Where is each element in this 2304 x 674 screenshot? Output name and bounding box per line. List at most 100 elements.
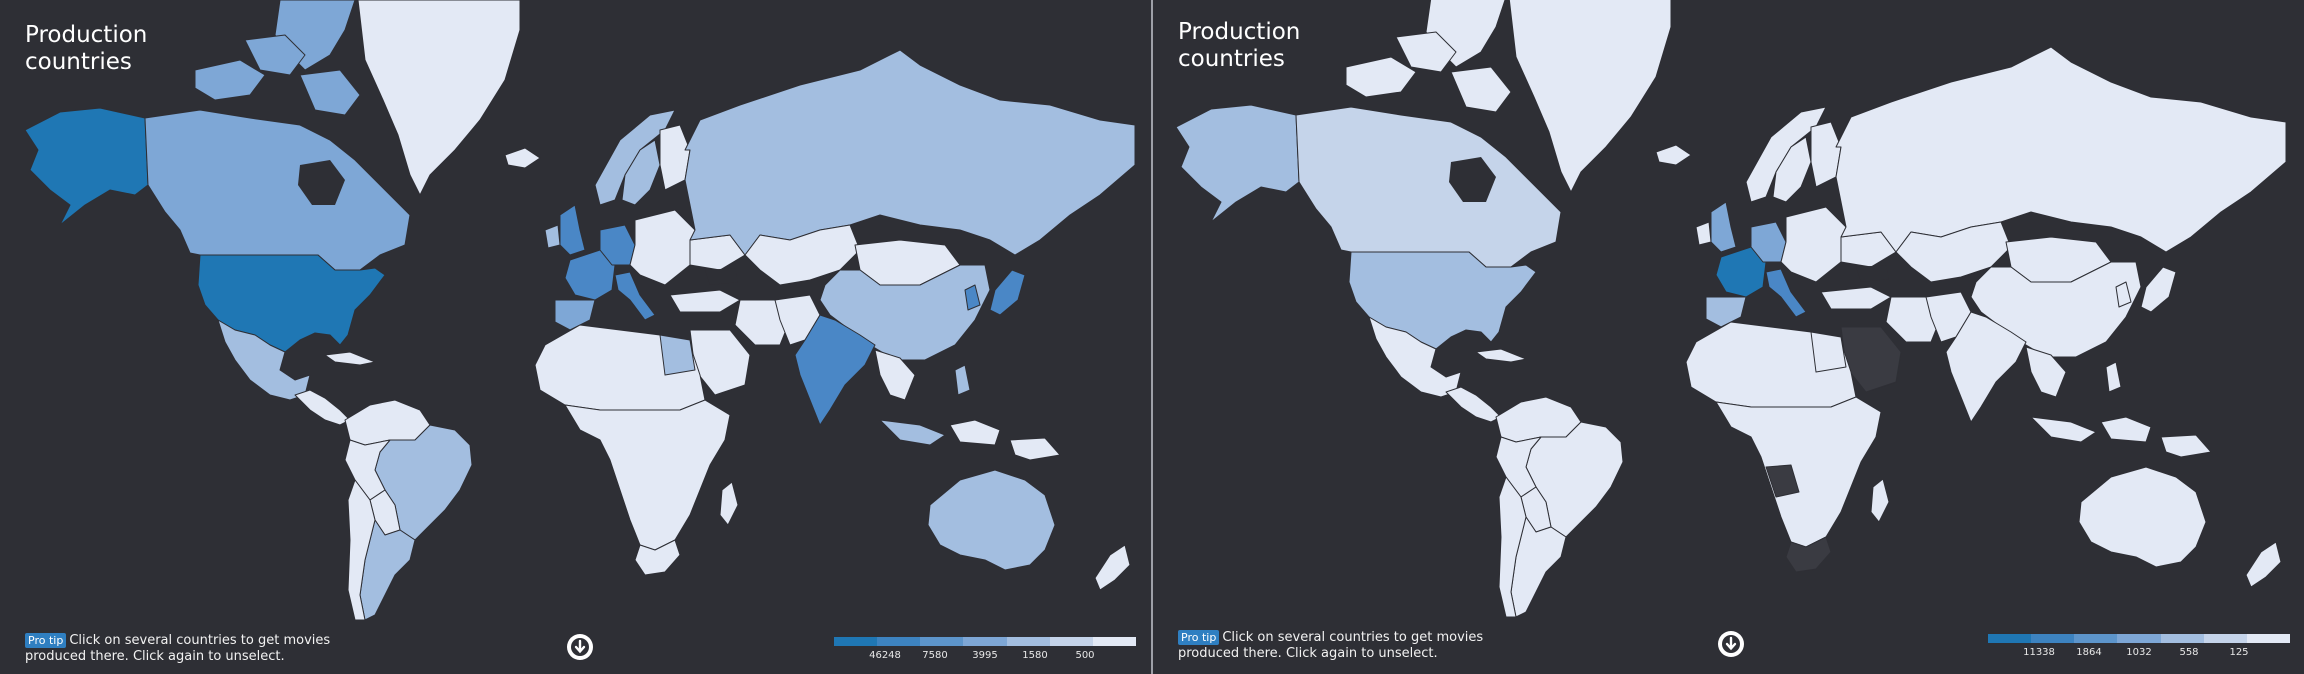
country-chile[interactable] bbox=[1498, 476, 1527, 618]
legend-swatch bbox=[1988, 634, 2032, 643]
country-cuba[interactable] bbox=[1475, 348, 1527, 363]
legend-color-bar bbox=[1988, 634, 2290, 643]
country-peru[interactable] bbox=[1495, 436, 1542, 498]
panel-divider bbox=[1151, 0, 1153, 674]
country-turkey[interactable] bbox=[1820, 286, 1892, 310]
country-greenland[interactable] bbox=[1508, 0, 1672, 193]
scroll-down-button[interactable] bbox=[567, 634, 593, 660]
country-south-africa[interactable] bbox=[1785, 536, 1832, 573]
country-australia[interactable] bbox=[2078, 466, 2207, 568]
country-papua-new-guinea[interactable] bbox=[1009, 437, 1061, 461]
country-poland-eastern-europe[interactable] bbox=[629, 209, 696, 286]
pro-tip-badge: Pro tip bbox=[1178, 630, 1220, 645]
country-new-zealand[interactable] bbox=[2245, 541, 2282, 588]
legend-label: 1864 bbox=[2076, 647, 2102, 658]
legend-swatch bbox=[2160, 634, 2204, 643]
country-canada-islands[interactable] bbox=[1450, 66, 1512, 113]
legend-swatch bbox=[2246, 634, 2290, 643]
country-southeast-asia[interactable] bbox=[874, 349, 916, 401]
country-india[interactable] bbox=[794, 314, 876, 426]
country-japan[interactable] bbox=[989, 269, 1026, 316]
country-india[interactable] bbox=[1945, 311, 2027, 423]
country-madagascar[interactable] bbox=[719, 481, 739, 526]
title-line-1: Production bbox=[1178, 19, 1301, 45]
country-canada-islands[interactable] bbox=[244, 34, 306, 76]
legend-swatch bbox=[2031, 634, 2075, 643]
legend-label: 558 bbox=[2179, 647, 2199, 658]
legend-swatch bbox=[920, 637, 964, 646]
country-southeast-asia[interactable] bbox=[2025, 346, 2067, 398]
country-italy[interactable] bbox=[614, 271, 656, 321]
country-canada-islands[interactable] bbox=[299, 69, 361, 116]
country-central-africa[interactable] bbox=[564, 399, 731, 551]
country-papua-new-guinea[interactable] bbox=[2160, 434, 2212, 458]
country-spain[interactable] bbox=[554, 299, 596, 331]
country-indonesia[interactable] bbox=[2030, 416, 2097, 443]
legend-color-bar bbox=[834, 637, 1136, 646]
country-russia[interactable] bbox=[1835, 46, 2287, 253]
country-ireland[interactable] bbox=[1695, 221, 1712, 246]
country-russia[interactable] bbox=[684, 49, 1136, 256]
legend-swatch bbox=[2203, 634, 2247, 643]
country-chile[interactable] bbox=[347, 479, 376, 621]
country-poland-eastern-europe[interactable] bbox=[1780, 206, 1847, 283]
country-canada-islands[interactable] bbox=[194, 59, 266, 101]
country-south-korea[interactable] bbox=[964, 284, 981, 311]
country-cuba[interactable] bbox=[324, 351, 376, 366]
country-uk[interactable] bbox=[559, 204, 586, 256]
country-south-africa[interactable] bbox=[634, 539, 681, 576]
country-canada-islands[interactable] bbox=[1345, 56, 1417, 98]
map-panel-right: Production countries Pro tip Click on sev… bbox=[1153, 0, 2304, 674]
country-ireland[interactable] bbox=[544, 224, 561, 249]
country-central-america[interactable] bbox=[294, 389, 351, 426]
legend-label: 125 bbox=[2229, 647, 2249, 658]
country-egypt[interactable] bbox=[1810, 331, 1847, 373]
pro-tip-text: Click on several countries to get movies… bbox=[1178, 630, 1484, 661]
country-spain[interactable] bbox=[1705, 296, 1747, 328]
country-usa-alaska[interactable] bbox=[24, 107, 149, 226]
country-peru[interactable] bbox=[344, 439, 391, 501]
country-indonesia[interactable] bbox=[949, 419, 1001, 446]
country-sweden[interactable] bbox=[1772, 136, 1812, 203]
country-uk[interactable] bbox=[1710, 201, 1737, 253]
country-mexico[interactable] bbox=[217, 319, 311, 401]
map-panel-left: Production countries Pro tip Click on sev… bbox=[0, 0, 1151, 674]
country-italy[interactable] bbox=[1765, 268, 1807, 318]
country-canada[interactable] bbox=[144, 109, 411, 271]
country-iceland[interactable] bbox=[1655, 144, 1692, 166]
country-central-america[interactable] bbox=[1445, 386, 1502, 423]
country-new-zealand[interactable] bbox=[1094, 544, 1131, 591]
country-philippines[interactable] bbox=[2105, 361, 2122, 393]
world-map bbox=[24, 0, 1136, 621]
country-canada-islands[interactable] bbox=[1395, 31, 1457, 73]
country-sweden[interactable] bbox=[621, 139, 661, 206]
map-title: Production countries bbox=[25, 22, 225, 76]
country-mexico[interactable] bbox=[1368, 316, 1462, 398]
legend-label: 3995 bbox=[972, 650, 998, 661]
country-australia[interactable] bbox=[927, 469, 1056, 571]
pro-tip: Pro tip Click on several countries to get… bbox=[25, 633, 355, 665]
country-japan[interactable] bbox=[2140, 266, 2177, 313]
scroll-down-button[interactable] bbox=[1718, 631, 1744, 657]
country-canada[interactable] bbox=[1295, 106, 1562, 268]
title-line-1: Production bbox=[25, 22, 148, 48]
country-angola[interactable] bbox=[1765, 464, 1800, 498]
country-egypt[interactable] bbox=[659, 334, 696, 376]
country-greenland[interactable] bbox=[357, 0, 521, 196]
country-madagascar[interactable] bbox=[1870, 478, 1890, 523]
pro-tip-badge: Pro tip bbox=[25, 633, 67, 648]
legend-label: 11338 bbox=[2023, 647, 2055, 658]
country-turkey[interactable] bbox=[669, 289, 741, 313]
country-iceland[interactable] bbox=[504, 147, 541, 169]
pro-tip-text: Click on several countries to get movies… bbox=[25, 633, 331, 664]
color-legend: 46248 7580 3995 1580 500 bbox=[834, 637, 1136, 661]
country-philippines[interactable] bbox=[954, 364, 971, 396]
country-usa-alaska[interactable] bbox=[1175, 104, 1300, 223]
pro-tip: Pro tip Click on several countries to get… bbox=[1178, 630, 1508, 662]
country-central-africa[interactable] bbox=[1715, 396, 1882, 548]
title-line-2: countries bbox=[1178, 46, 1285, 72]
country-indonesia[interactable] bbox=[2100, 416, 2152, 443]
country-south-korea[interactable] bbox=[2115, 281, 2132, 308]
legend-label: 1032 bbox=[2126, 647, 2152, 658]
country-indonesia[interactable] bbox=[879, 419, 946, 446]
